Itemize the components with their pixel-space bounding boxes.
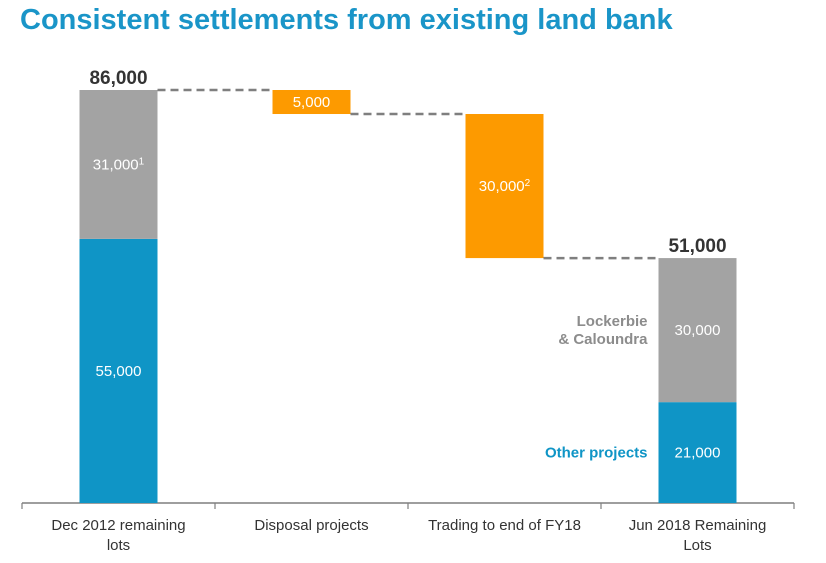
- segment-annotation: & Caloundra: [558, 331, 648, 348]
- bar-segment: [79, 238, 158, 504]
- chart-title: Consistent settlements from existing lan…: [20, 4, 673, 36]
- segment-annotation: Other projects: [545, 445, 648, 462]
- bar-segment: [658, 402, 737, 503]
- category-label: Jun 2018 Remaining: [629, 517, 767, 534]
- category-label: Dec 2012 remaining: [51, 517, 185, 534]
- category-label: Disposal projects: [254, 517, 368, 534]
- bar-decrease: [465, 114, 544, 259]
- data-label: 30,000: [675, 322, 721, 339]
- total-label: 51,000: [668, 236, 726, 257]
- category-label: Trading to end of FY18: [428, 517, 581, 534]
- bar-segment: [79, 90, 158, 239]
- bar-decrease: [272, 90, 351, 115]
- data-label: 21,000: [675, 445, 721, 462]
- bar-segment: [658, 258, 737, 403]
- data-label: 5,000: [293, 94, 331, 111]
- data-label: 30,0002: [479, 178, 531, 196]
- data-label: 55,000: [96, 363, 142, 380]
- category-label: Lots: [683, 537, 711, 554]
- segment-annotation: Lockerbie: [577, 313, 648, 330]
- category-label: lots: [107, 537, 130, 554]
- total-label: 86,000: [89, 68, 147, 89]
- data-label: 31,0001: [93, 156, 145, 174]
